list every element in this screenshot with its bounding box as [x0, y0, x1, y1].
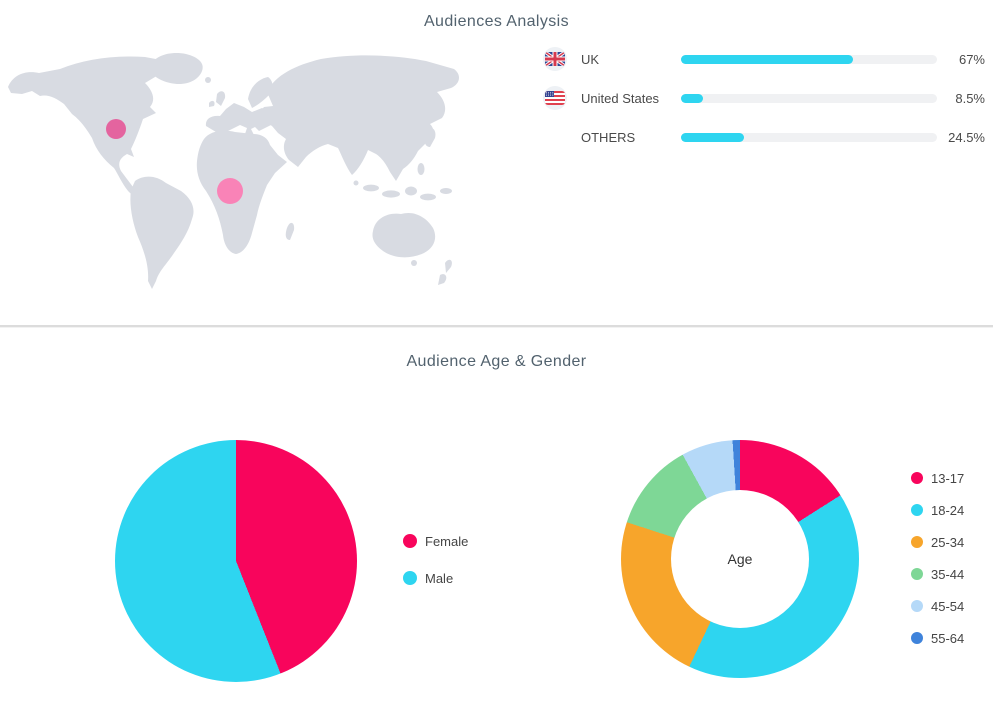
- country-name: United States: [581, 90, 660, 106]
- continent-greenland: [150, 53, 203, 84]
- legend-dot-icon: [403, 571, 417, 585]
- legend-label: Female: [425, 533, 469, 549]
- legend-item: 45-54: [911, 596, 964, 616]
- audiences-title: Audiences Analysis: [423, 13, 570, 30]
- continent-north-america: [8, 56, 164, 203]
- country-percentage: 8.5%: [955, 90, 985, 106]
- country-row: UK 67%: [543, 46, 985, 72]
- region-scandinavia: [248, 77, 273, 108]
- region-ireland: [209, 100, 215, 107]
- legend-dot-icon: [911, 600, 923, 612]
- region-new-zealand-south: [438, 274, 447, 285]
- legend-item: 25-34: [911, 532, 964, 552]
- legend-label: 35-44: [931, 566, 965, 582]
- legend-item: 55-64: [911, 628, 964, 648]
- legend-dot-icon: [911, 632, 923, 644]
- country-list: UK 67% United States 8.5% OTHERS 24.5%: [543, 46, 985, 163]
- flag-placeholder: [543, 125, 567, 149]
- region-united-kingdom: [216, 91, 226, 106]
- country-bar-fill: [681, 93, 703, 103]
- region-tasmania: [411, 260, 417, 266]
- age-legend: 13-17 18-24 25-34 35-44 45-54 55-64: [911, 468, 964, 660]
- legend-label: 18-24: [931, 502, 965, 518]
- continent-australia: [372, 212, 436, 258]
- country-name: UK: [581, 51, 600, 67]
- region-philippines: [417, 163, 425, 175]
- legend-label: 55-64: [931, 630, 965, 646]
- region-sri-lanka: [353, 180, 359, 186]
- age-gender-title: Audience Age & Gender: [406, 353, 587, 370]
- united-states-marker: [106, 119, 126, 139]
- gender-legend: Female Male: [403, 531, 468, 605]
- region-japan: [424, 127, 436, 147]
- country-bar-fill: [681, 132, 744, 142]
- region-sumatra: [363, 184, 379, 192]
- continent-south-america: [130, 176, 194, 289]
- legend-label: 25-34: [931, 534, 965, 550]
- country-bar-track: [681, 93, 937, 103]
- gender-pie-chart: [115, 440, 357, 682]
- country-percentage: 24.5%: [948, 129, 985, 145]
- country-bar-fill: [681, 54, 853, 64]
- country-row: OTHERS 24.5%: [543, 124, 985, 150]
- region-sulawesi: [420, 193, 436, 201]
- us-flag-icon: [543, 86, 567, 110]
- country-percentage: 67%: [958, 51, 985, 67]
- legend-label: 45-54: [931, 598, 965, 614]
- region-java: [382, 190, 400, 198]
- country-name: OTHERS: [581, 129, 636, 145]
- legend-item: Male: [403, 568, 468, 588]
- donut-center: Age: [671, 490, 809, 628]
- country-bar-track: [681, 132, 937, 142]
- legend-item: 35-44: [911, 564, 964, 584]
- donut-center-label: Age: [727, 551, 753, 567]
- region-madagascar: [285, 222, 295, 240]
- region-iceland: [205, 77, 211, 83]
- country-bar-track: [681, 54, 937, 64]
- country-row: United States 8.5%: [543, 85, 985, 111]
- legend-label: 13-17: [931, 470, 965, 486]
- legend-dot-icon: [911, 472, 923, 484]
- legend-dot-icon: [403, 534, 417, 548]
- legend-dot-icon: [911, 504, 923, 516]
- legend-item: 18-24: [911, 500, 964, 520]
- continent-asia: [258, 55, 460, 181]
- west-africa-marker: [217, 178, 243, 204]
- uk-flag-icon: [543, 47, 567, 71]
- region-new-guinea: [440, 188, 452, 194]
- age-donut-chart: Age: [621, 440, 859, 678]
- region-new-zealand-north: [445, 259, 452, 273]
- region-borneo: [405, 186, 417, 196]
- legend-item: Female: [403, 531, 468, 551]
- world-map: [8, 53, 460, 289]
- legend-dot-icon: [911, 568, 923, 580]
- legend-item: 13-17: [911, 468, 964, 488]
- section-divider: [0, 325, 993, 328]
- legend-label: Male: [425, 570, 454, 586]
- legend-dot-icon: [911, 536, 923, 548]
